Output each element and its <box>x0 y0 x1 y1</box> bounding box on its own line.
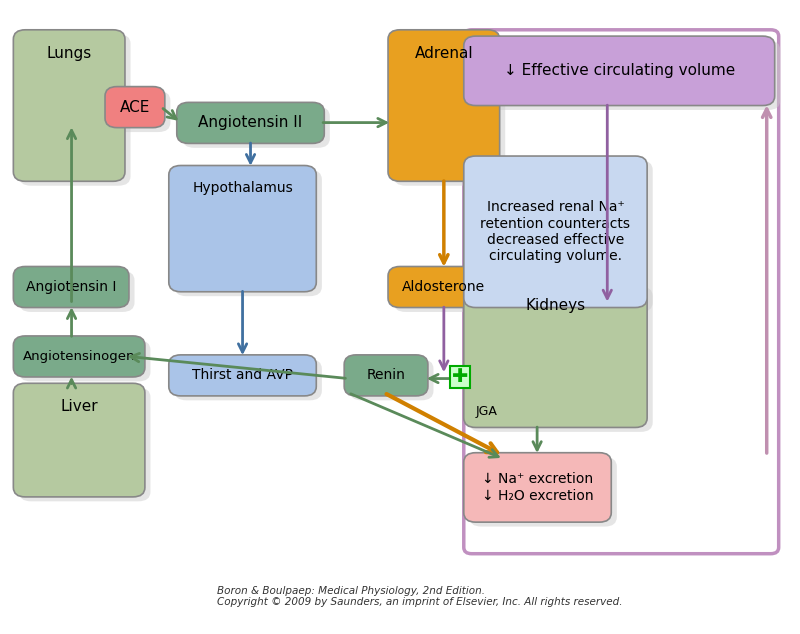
Text: Kidneys: Kidneys <box>526 298 586 313</box>
Text: ✚: ✚ <box>452 368 468 387</box>
FancyBboxPatch shape <box>19 34 130 186</box>
Text: Lungs: Lungs <box>46 46 92 61</box>
Text: ↓ Effective circulating volume: ↓ Effective circulating volume <box>504 63 735 79</box>
FancyBboxPatch shape <box>182 107 330 148</box>
FancyBboxPatch shape <box>169 165 316 292</box>
FancyBboxPatch shape <box>174 170 322 296</box>
FancyBboxPatch shape <box>394 271 506 312</box>
FancyBboxPatch shape <box>464 36 774 105</box>
FancyBboxPatch shape <box>14 30 125 181</box>
FancyBboxPatch shape <box>344 355 428 396</box>
FancyBboxPatch shape <box>470 160 653 312</box>
FancyBboxPatch shape <box>388 266 500 307</box>
Text: Adrenal: Adrenal <box>414 46 473 61</box>
Text: Liver: Liver <box>60 399 98 414</box>
Text: JGA: JGA <box>476 405 498 418</box>
FancyBboxPatch shape <box>464 453 611 522</box>
Text: Angiotensin II: Angiotensin II <box>198 115 302 131</box>
FancyBboxPatch shape <box>388 30 500 181</box>
FancyBboxPatch shape <box>350 359 434 400</box>
Text: Aldosterone: Aldosterone <box>402 280 486 294</box>
Text: ACE: ACE <box>120 100 150 115</box>
FancyBboxPatch shape <box>169 355 316 396</box>
FancyBboxPatch shape <box>394 34 506 186</box>
FancyBboxPatch shape <box>14 336 145 377</box>
FancyBboxPatch shape <box>19 340 150 382</box>
FancyBboxPatch shape <box>14 266 129 307</box>
Text: Boron & Boulpaep: Medical Physiology, 2nd Edition.
Copyright © 2009 by Saunders,: Boron & Boulpaep: Medical Physiology, 2n… <box>217 586 622 607</box>
Text: Angiotensin I: Angiotensin I <box>26 280 116 294</box>
FancyBboxPatch shape <box>14 384 145 497</box>
Text: Angiotensinogen: Angiotensinogen <box>23 350 135 363</box>
FancyBboxPatch shape <box>19 388 150 501</box>
FancyBboxPatch shape <box>174 359 322 400</box>
Text: Hypothalamus: Hypothalamus <box>192 181 293 195</box>
FancyBboxPatch shape <box>470 457 617 527</box>
FancyBboxPatch shape <box>464 156 647 307</box>
FancyBboxPatch shape <box>105 87 165 127</box>
Text: Renin: Renin <box>366 368 406 382</box>
FancyBboxPatch shape <box>110 91 170 132</box>
FancyBboxPatch shape <box>470 287 653 432</box>
Text: ↓ Na⁺ excretion
↓ H₂O excretion: ↓ Na⁺ excretion ↓ H₂O excretion <box>482 472 594 503</box>
FancyBboxPatch shape <box>19 271 134 312</box>
Text: Increased renal Na⁺
retention counteracts
decreased effective
circulating volume: Increased renal Na⁺ retention counteract… <box>481 200 630 263</box>
FancyBboxPatch shape <box>470 41 780 110</box>
Text: Thirst and AVP: Thirst and AVP <box>192 368 293 382</box>
FancyBboxPatch shape <box>177 102 324 143</box>
FancyBboxPatch shape <box>464 282 647 427</box>
